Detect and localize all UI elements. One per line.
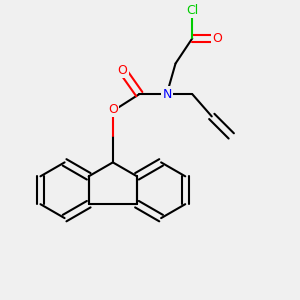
Text: O: O — [108, 103, 118, 116]
Text: N: N — [163, 88, 172, 100]
Text: O: O — [118, 64, 128, 77]
Text: O: O — [212, 32, 222, 45]
Text: Cl: Cl — [186, 4, 198, 17]
